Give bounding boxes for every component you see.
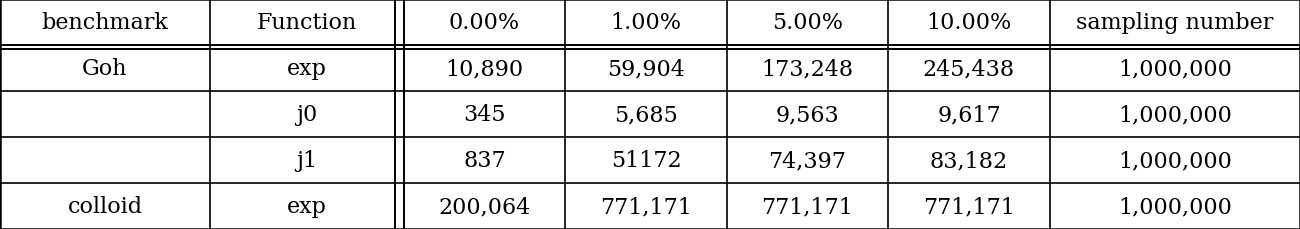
Text: 51172: 51172 <box>611 149 681 171</box>
Text: exp: exp <box>287 195 326 217</box>
Text: 173,248: 173,248 <box>762 58 854 80</box>
Text: sampling number: sampling number <box>1076 12 1274 34</box>
Text: 1.00%: 1.00% <box>611 12 681 34</box>
Text: Function: Function <box>256 12 358 34</box>
Text: 5.00%: 5.00% <box>772 12 842 34</box>
Text: j0: j0 <box>296 104 317 125</box>
Text: 771,171: 771,171 <box>601 195 692 217</box>
Text: 245,438: 245,438 <box>923 58 1015 80</box>
Text: 9,563: 9,563 <box>776 104 840 125</box>
Text: 10.00%: 10.00% <box>927 12 1011 34</box>
Text: 10,890: 10,890 <box>446 58 524 80</box>
Text: 9,617: 9,617 <box>937 104 1001 125</box>
Text: 5,685: 5,685 <box>614 104 677 125</box>
Text: benchmark: benchmark <box>42 12 169 34</box>
Text: colloid: colloid <box>68 195 143 217</box>
Text: 0.00%: 0.00% <box>448 12 520 34</box>
Text: 83,182: 83,182 <box>930 149 1008 171</box>
Text: 1,000,000: 1,000,000 <box>1118 149 1232 171</box>
Text: 74,397: 74,397 <box>768 149 846 171</box>
Text: Goh: Goh <box>82 58 127 80</box>
Text: 837: 837 <box>463 149 506 171</box>
Text: 771,171: 771,171 <box>762 195 853 217</box>
Text: 1,000,000: 1,000,000 <box>1118 104 1232 125</box>
Text: 59,904: 59,904 <box>607 58 685 80</box>
Text: 771,171: 771,171 <box>923 195 1015 217</box>
Text: 345: 345 <box>463 104 506 125</box>
Text: exp: exp <box>287 58 326 80</box>
Text: 1,000,000: 1,000,000 <box>1118 58 1232 80</box>
Text: 1,000,000: 1,000,000 <box>1118 195 1232 217</box>
Text: 200,064: 200,064 <box>438 195 530 217</box>
Text: j1: j1 <box>296 149 317 171</box>
